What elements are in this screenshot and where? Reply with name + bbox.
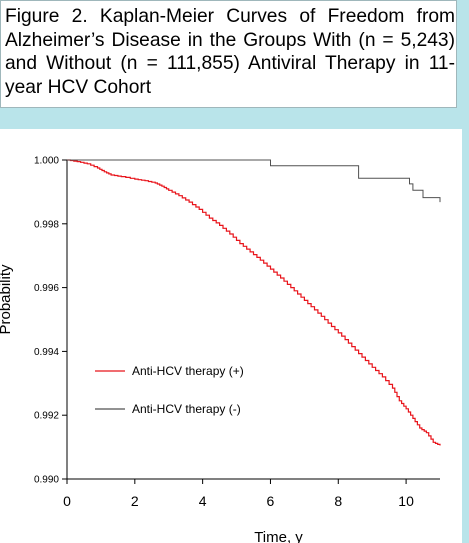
kaplan-meier-chart: 0.990 0.992 0.994 0.996 0.998 1.000 0 2 4 6 8 10 Tim… (0, 156, 441, 543)
chart-panel: 0.990 0.992 0.994 0.996 0.998 1.000 0 2 4 6 8 10 Tim… (0, 129, 462, 543)
figure-caption: Figure 2. Kaplan-Meier Curves of Freedom… (5, 6, 455, 98)
figure-caption-box: Figure 2. Kaplan-Meier Curves of Freedom… (0, 0, 457, 108)
legend-label: Anti-HCV therapy (-) (132, 402, 241, 416)
series-line-therapy-negative (67, 159, 441, 203)
x-tick-label: 8 (334, 493, 342, 509)
legend-label: Anti-HCV therapy (+) (132, 364, 244, 378)
y-tick-label: 0.992 (34, 411, 59, 422)
x-tick-label: 4 (199, 493, 207, 509)
y-tick-label: 0.998 (34, 219, 59, 230)
y-tick-label: 0.996 (34, 283, 59, 294)
x-tick-label: 10 (398, 493, 414, 509)
y-tick-label: 0.990 (34, 475, 59, 486)
y-tick-label: 1.000 (34, 156, 59, 167)
x-tick-label: 2 (131, 493, 139, 509)
x-tick-label: 6 (267, 493, 275, 509)
y-tick-label: 0.994 (34, 347, 59, 358)
y-axis-label: Probability (0, 264, 14, 335)
x-tick-label: 0 (63, 493, 71, 509)
series-line-therapy-positive (67, 159, 441, 446)
x-axis-label: Time, y (254, 529, 303, 543)
